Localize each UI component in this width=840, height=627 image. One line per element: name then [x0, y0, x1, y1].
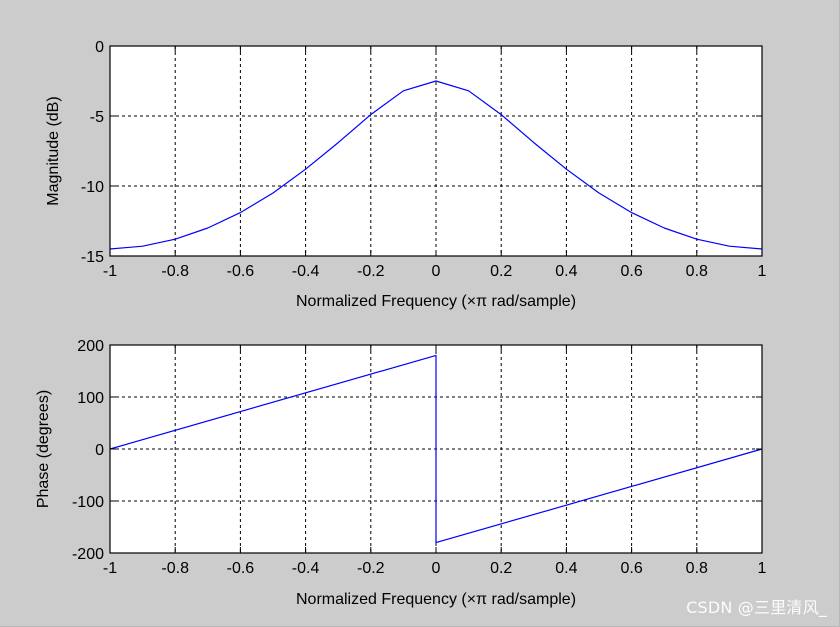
data-line: [109, 354, 763, 544]
y-tick-label: -5: [90, 109, 104, 126]
x-tick-label: -0.4: [292, 263, 320, 280]
x-tick-label: 1: [758, 263, 767, 280]
y-tick-label: 100: [77, 390, 104, 407]
x-tick-label: 0.8: [686, 263, 708, 280]
x-tick-label: 0.2: [490, 263, 512, 280]
x-tick-label: -1: [103, 560, 117, 577]
y-axis-label: Magnitude (dB): [45, 96, 62, 205]
x-tick-label: -0.8: [161, 263, 189, 280]
x-tick-label: 0.8: [686, 560, 708, 577]
x-tick-label: 0: [432, 560, 441, 577]
x-tick-label: -0.6: [227, 560, 255, 577]
x-tick-label: 0: [432, 263, 441, 280]
x-tick-label: 0.6: [620, 560, 642, 577]
x-tick-label: 0.2: [490, 560, 512, 577]
y-tick-label: -100: [72, 494, 104, 511]
x-tick-label: 1: [758, 560, 767, 577]
x-tick-label: -0.2: [357, 560, 385, 577]
y-tick-label: 0: [95, 442, 104, 459]
x-tick-label: 0.6: [620, 263, 642, 280]
magnitude-plot: -1 -0.8 -0.6 -0.4 -0.2 0 0.2 0.4 0.6 0.8 1 -15 -10 -5…: [45, 39, 767, 310]
y-tick-label: -200: [72, 546, 104, 563]
watermark-text: CSDN @三里清风_: [686, 598, 827, 617]
x-axis-label: Normalized Frequency (×π rad/sample): [296, 293, 576, 310]
x-tick-label: -0.4: [292, 560, 320, 577]
x-tick-label: 0.4: [555, 263, 577, 280]
x-tick-label: -0.2: [357, 263, 385, 280]
data-line: [109, 80, 763, 250]
phase-plot: -1 -0.8 -0.6 -0.4 -0.2 0 0.2 0.4 0.6 0.8 1 -200 -100…: [35, 338, 767, 608]
y-axis-label: Phase (degrees): [35, 390, 52, 508]
x-tick-label: 0.4: [555, 560, 577, 577]
x-tick-label: -0.6: [227, 263, 255, 280]
x-tick-label: -0.8: [161, 560, 189, 577]
y-tick-label: 200: [77, 338, 104, 355]
x-tick-label: -1: [103, 263, 117, 280]
y-tick-label: 0: [95, 39, 104, 56]
x-axis-label: Normalized Frequency (×π rad/sample): [296, 591, 576, 608]
y-tick-label: -15: [81, 249, 104, 266]
y-tick-label: -10: [81, 179, 104, 196]
